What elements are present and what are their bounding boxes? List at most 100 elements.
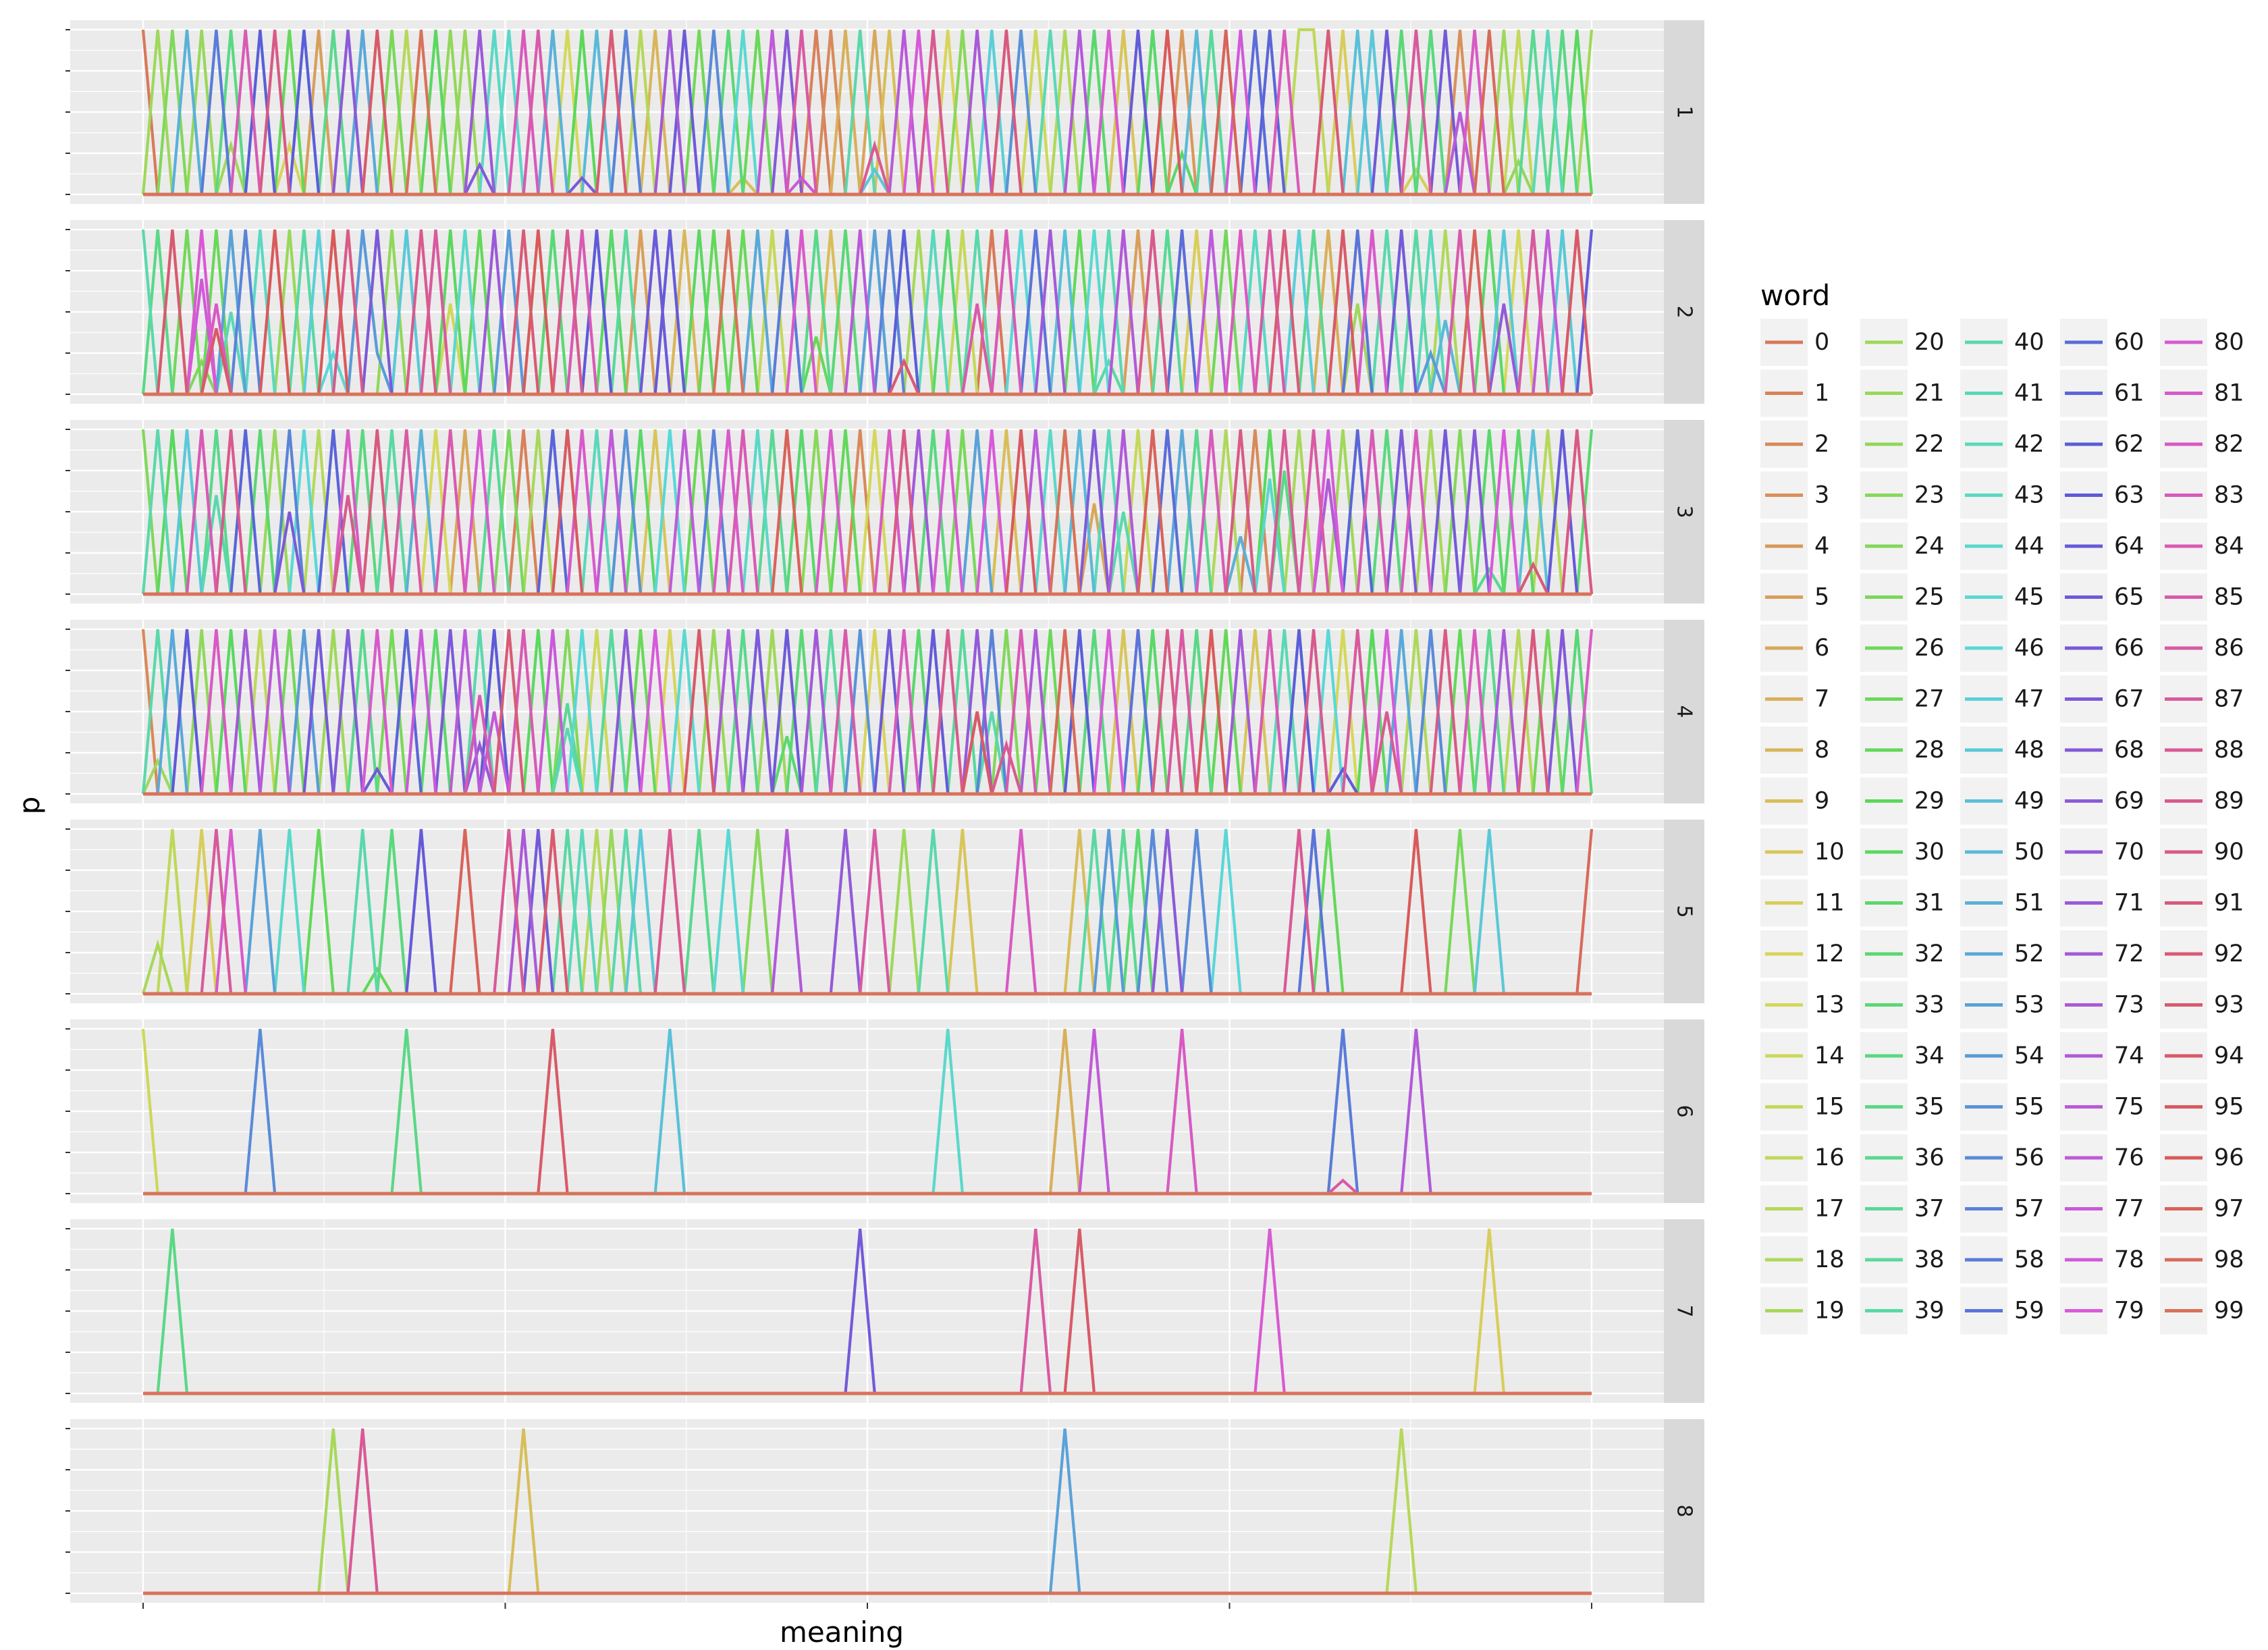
- legend-item: 25: [1860, 573, 1945, 621]
- legend-label: 67: [2114, 686, 2144, 713]
- legend-label: 38: [1914, 1246, 1945, 1273]
- legend-label: 46: [2014, 635, 2045, 662]
- legend-title: word: [1760, 279, 1830, 312]
- legend-label: 2: [1814, 431, 1829, 458]
- facet-strip: [1664, 1219, 1704, 1403]
- legend-item: 83: [2160, 471, 2244, 519]
- legend-label: 96: [2214, 1144, 2244, 1171]
- legend-label: 39: [1914, 1298, 1945, 1325]
- legend-label: 49: [2014, 788, 2045, 815]
- facet-panel-3: 3: [65, 420, 1704, 604]
- legend-label: 4: [1814, 533, 1829, 560]
- legend-label: 74: [2114, 1042, 2144, 1069]
- legend-item: 43: [1960, 471, 2045, 519]
- legend-item: 4: [1760, 523, 1829, 570]
- legend-label: 79: [2114, 1298, 2144, 1325]
- legend-label: 50: [2014, 839, 2045, 866]
- legend-label: 5: [1814, 584, 1829, 611]
- legend-item: 40: [1960, 319, 2045, 366]
- facet-strip-label: 7: [1673, 1304, 1696, 1317]
- legend-label: 45: [2014, 584, 2045, 611]
- legend-label: 43: [2014, 482, 2045, 509]
- facet-strip: [1664, 420, 1704, 604]
- legend-label: 37: [1914, 1196, 1945, 1223]
- legend-item: 10: [1760, 828, 1845, 876]
- legend-label: 32: [1914, 940, 1945, 967]
- legend-label: 40: [2014, 329, 2045, 356]
- legend-label: 84: [2214, 533, 2244, 560]
- legend-label: 77: [2114, 1196, 2144, 1223]
- legend-item: 37: [1860, 1185, 1945, 1233]
- x-axis: [142, 1603, 1592, 1609]
- legend-label: 56: [2014, 1144, 2045, 1171]
- legend-item: 50: [1960, 828, 2045, 876]
- legend-item: 60: [2060, 319, 2144, 366]
- legend-label: 94: [2214, 1042, 2244, 1069]
- legend-item: 36: [1860, 1134, 1945, 1181]
- legend-item: 76: [2060, 1134, 2144, 1181]
- legend-item: 18: [1760, 1236, 1845, 1283]
- legend-item: 38: [1860, 1236, 1945, 1283]
- legend-label: 11: [1814, 890, 1845, 917]
- legend-item: 85: [2160, 573, 2244, 621]
- legend-item: 88: [2160, 726, 2244, 774]
- legend-item: 28: [1860, 726, 1945, 774]
- legend-item: 11: [1760, 879, 1845, 927]
- legend-item: 91: [2160, 879, 2244, 927]
- legend-label: 69: [2114, 788, 2144, 815]
- legend-item: 2: [1760, 421, 1829, 468]
- legend-item: 86: [2160, 624, 2244, 672]
- legend-item: 90: [2160, 828, 2244, 876]
- legend-item: 68: [2060, 726, 2144, 774]
- legend-label: 16: [1814, 1144, 1845, 1171]
- legend-label: 41: [2014, 380, 2045, 407]
- legend-label: 51: [2014, 890, 2045, 917]
- legend-label: 81: [2214, 380, 2244, 407]
- legend-item: 62: [2060, 421, 2144, 468]
- legend-item: 57: [1960, 1185, 2045, 1233]
- facet-panel-8: 8: [65, 1419, 1704, 1603]
- legend-label: 88: [2214, 737, 2244, 764]
- legend-item: 87: [2160, 675, 2244, 723]
- facet-panel-1: 1: [65, 20, 1704, 204]
- legend-item: 75: [2060, 1083, 2144, 1131]
- legend-label: 52: [2014, 940, 2045, 967]
- legend-item: 77: [2060, 1185, 2144, 1233]
- legend-item: 84: [2160, 523, 2244, 570]
- legend-label: 58: [2014, 1246, 2045, 1273]
- legend-label: 91: [2214, 890, 2244, 917]
- legend-label: 30: [1914, 839, 1945, 866]
- legend-item: 21: [1860, 369, 1945, 417]
- legend-item: 29: [1860, 777, 1945, 825]
- legend-label: 26: [1914, 635, 1945, 662]
- legend-item: 39: [1860, 1287, 1945, 1335]
- legend-item: 69: [2060, 777, 2144, 825]
- legend-label: 24: [1914, 533, 1945, 560]
- legend-item: 70: [2060, 828, 2144, 876]
- legend-item: 78: [2060, 1236, 2144, 1283]
- legend-item: 48: [1960, 726, 2045, 774]
- legend-label: 66: [2114, 635, 2144, 662]
- legend-item: 52: [1960, 930, 2045, 978]
- legend-item: 65: [2060, 573, 2144, 621]
- legend-item: 33: [1860, 981, 1945, 1029]
- legend-item: 27: [1860, 675, 1945, 723]
- legend-item: 12: [1760, 930, 1845, 978]
- legend-label: 33: [1914, 992, 1945, 1019]
- legend-item: 97: [2160, 1185, 2244, 1233]
- legend: word 01234567891011121314151617181920212…: [1760, 279, 2244, 1335]
- facet-panel-2: 2: [65, 220, 1704, 404]
- legend-item: 5: [1760, 573, 1829, 621]
- facet-strip: [1664, 1419, 1704, 1603]
- legend-label: 48: [2014, 737, 2045, 764]
- legend-item: 61: [2060, 369, 2144, 417]
- legend-item: 14: [1760, 1032, 1845, 1080]
- legend-item: 64: [2060, 523, 2144, 570]
- legend-label: 17: [1814, 1196, 1845, 1223]
- legend-item: 9: [1760, 777, 1829, 825]
- x-axis-title: meaning: [780, 1616, 904, 1649]
- legend-label: 54: [2014, 1042, 2045, 1069]
- legend-label: 44: [2014, 533, 2045, 560]
- legend-label: 10: [1814, 839, 1845, 866]
- facet-panel-7: 7: [65, 1219, 1704, 1403]
